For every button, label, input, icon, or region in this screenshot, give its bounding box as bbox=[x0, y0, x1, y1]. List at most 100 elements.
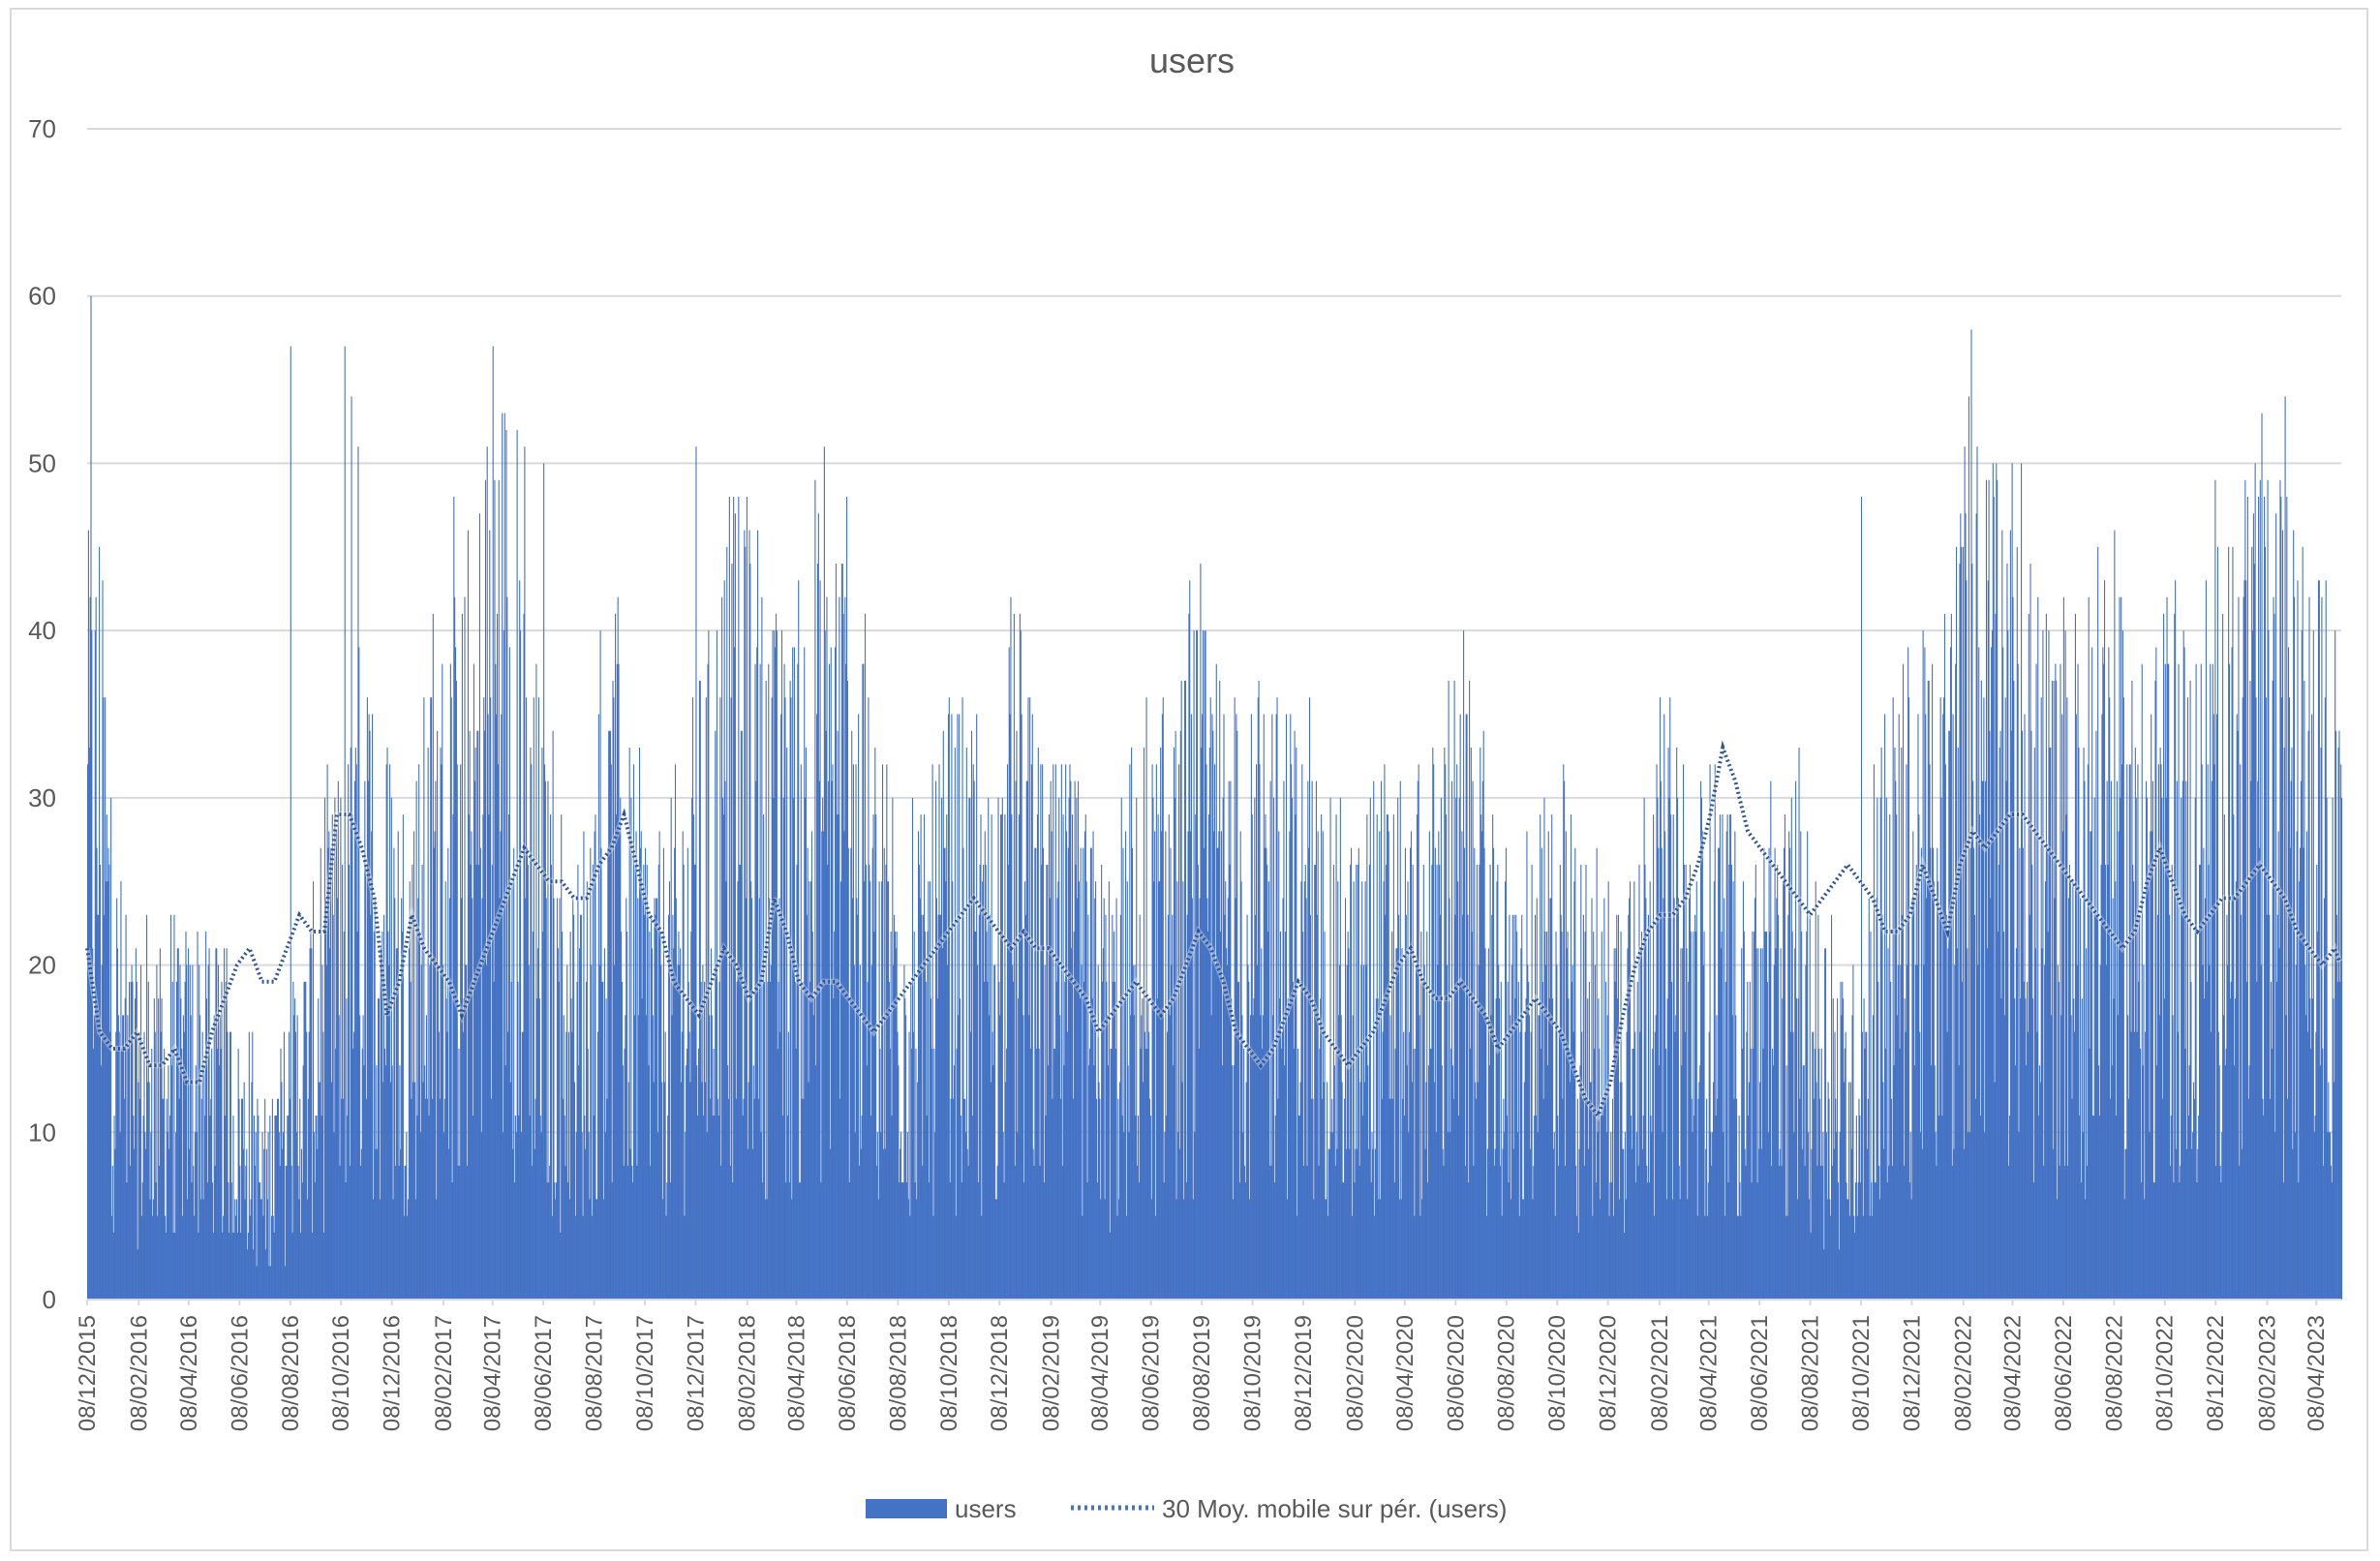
users-bar bbox=[1255, 914, 1257, 1300]
users-bar bbox=[855, 764, 857, 1300]
users-bar bbox=[391, 1065, 393, 1300]
users-bar bbox=[1552, 998, 1554, 1300]
users-bar bbox=[1556, 964, 1558, 1300]
users-bar bbox=[745, 546, 747, 1300]
users-bar bbox=[698, 1048, 700, 1300]
users-bar bbox=[190, 1015, 192, 1300]
users-bar bbox=[2151, 780, 2153, 1300]
users-bar bbox=[1022, 1015, 1024, 1300]
users-bar bbox=[544, 780, 546, 1300]
users-bar bbox=[2205, 898, 2207, 1300]
users-bar bbox=[853, 964, 855, 1300]
users-bar bbox=[462, 1031, 464, 1300]
users-bar bbox=[1275, 714, 1277, 1300]
users-bar bbox=[157, 1215, 159, 1300]
users-bar bbox=[216, 948, 218, 1300]
users-bar bbox=[659, 932, 661, 1300]
users-bar bbox=[1604, 1098, 1606, 1300]
users-bar bbox=[1778, 914, 1780, 1300]
users-bar bbox=[2080, 898, 2082, 1300]
users-bar bbox=[897, 1031, 899, 1300]
users-bar bbox=[1317, 831, 1319, 1300]
users-bar bbox=[501, 714, 503, 1300]
users-bar bbox=[737, 881, 739, 1300]
users-bar bbox=[1575, 1215, 1578, 1300]
users-bar bbox=[662, 847, 664, 1300]
users-bar bbox=[2103, 580, 2106, 1300]
users-bar bbox=[692, 814, 694, 1300]
users-bar bbox=[1242, 1132, 1244, 1300]
users-bar bbox=[1654, 1031, 1656, 1300]
users-bar bbox=[691, 797, 693, 1300]
users-bar bbox=[376, 1065, 378, 1300]
users-bar bbox=[1973, 914, 1975, 1300]
users-bar bbox=[975, 932, 977, 1300]
users-bar bbox=[1331, 1098, 1333, 1300]
users-bar bbox=[1624, 1132, 1626, 1300]
users-bar bbox=[2324, 697, 2326, 1300]
users-bar bbox=[1527, 964, 1529, 1300]
users-bar bbox=[406, 1132, 408, 1300]
users-bar bbox=[534, 1148, 535, 1300]
users-bar bbox=[1226, 948, 1228, 1300]
users-bar bbox=[1681, 1065, 1683, 1300]
users-bar bbox=[1817, 914, 1819, 1300]
users-bar bbox=[185, 932, 187, 1300]
users-bar bbox=[2032, 998, 2034, 1300]
users-bar bbox=[1550, 898, 1552, 1300]
users-bar bbox=[182, 1015, 184, 1300]
users-bar bbox=[1421, 1199, 1423, 1300]
users-bar bbox=[796, 864, 798, 1300]
users-bar bbox=[1682, 948, 1684, 1300]
users-bar bbox=[2207, 764, 2209, 1300]
users-bar bbox=[617, 597, 619, 1300]
users-bar bbox=[390, 797, 392, 1300]
users-bar bbox=[2193, 1098, 2195, 1300]
users-bar bbox=[723, 580, 725, 1300]
users-bar bbox=[911, 797, 914, 1300]
users-bar bbox=[1151, 764, 1153, 1300]
users-bar bbox=[289, 1031, 290, 1300]
users-bar bbox=[1449, 1132, 1451, 1300]
users-bar bbox=[2131, 680, 2133, 1300]
users-bar bbox=[270, 1266, 272, 1300]
users-bar bbox=[886, 764, 888, 1300]
users-bar bbox=[1477, 1082, 1479, 1300]
users-bar bbox=[253, 1249, 255, 1300]
users-bar bbox=[814, 479, 816, 1300]
users-bar bbox=[671, 1015, 673, 1300]
users-bar bbox=[1718, 847, 1720, 1300]
users-bar bbox=[1249, 1015, 1252, 1300]
users-bar bbox=[1970, 329, 1972, 1300]
users-bar bbox=[1637, 1165, 1639, 1300]
users-bar bbox=[1341, 1082, 1343, 1300]
users-bar bbox=[1126, 881, 1128, 1300]
users-bar bbox=[2271, 1048, 2273, 1300]
users-bar bbox=[1304, 864, 1306, 1300]
users-bar bbox=[1207, 932, 1209, 1300]
users-bar bbox=[591, 1215, 594, 1300]
users-bar bbox=[608, 730, 610, 1300]
users-bar bbox=[230, 1182, 232, 1300]
users-bar bbox=[1468, 1182, 1470, 1300]
users-bar bbox=[2024, 714, 2026, 1300]
users-bar bbox=[2240, 764, 2242, 1300]
users-bar bbox=[2055, 663, 2057, 1300]
users-bar bbox=[1055, 981, 1057, 1300]
users-bar bbox=[2110, 780, 2112, 1300]
users-bar bbox=[741, 730, 743, 1300]
users-bar bbox=[138, 1031, 140, 1300]
users-bar bbox=[1007, 864, 1009, 1300]
users-bar bbox=[906, 1132, 908, 1300]
users-bar bbox=[682, 831, 684, 1300]
users-bar bbox=[1476, 864, 1478, 1300]
users-bar bbox=[1907, 647, 1909, 1300]
users-bar bbox=[768, 663, 770, 1300]
users-bar bbox=[1424, 1148, 1426, 1300]
users-bar bbox=[2204, 998, 2206, 1300]
users-bar bbox=[1626, 1031, 1628, 1300]
users-bar bbox=[1075, 864, 1077, 1300]
users-bar bbox=[1285, 714, 1288, 1300]
users-bar bbox=[2300, 780, 2302, 1300]
